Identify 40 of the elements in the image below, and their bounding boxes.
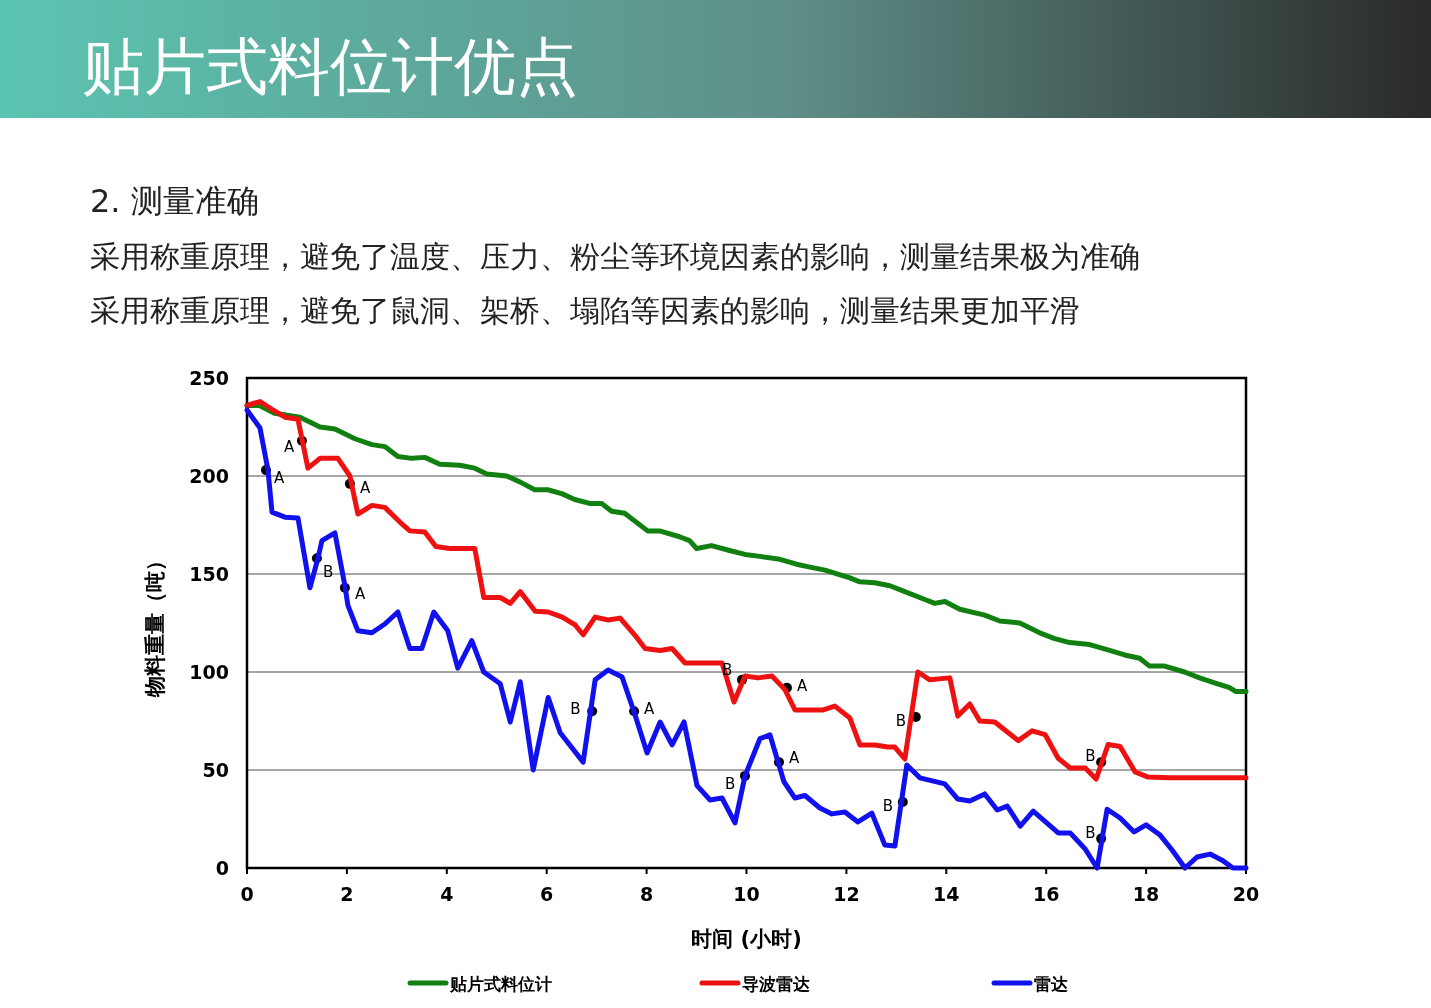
- x-tick-label: 12: [833, 883, 860, 905]
- x-tick-label: 2: [340, 883, 354, 905]
- x-tick-label: 14: [933, 883, 960, 905]
- x-tick-label: 18: [1132, 883, 1160, 905]
- x-tick-label: 6: [540, 883, 554, 905]
- annotation: A: [354, 584, 366, 603]
- annotation: B: [322, 563, 334, 582]
- x-tick-label: 16: [1032, 883, 1060, 905]
- legend-label: 导波雷达: [742, 974, 811, 994]
- x-tick-label: 0: [240, 883, 254, 905]
- annotation: A: [273, 469, 285, 488]
- legend-label: 雷达: [1034, 974, 1069, 994]
- annotation: B: [570, 700, 581, 719]
- text: 采用称重原理，避免了温度、压力、粉尘等环境因素的影响，测量结果极为准确: [90, 239, 1140, 274]
- annotation: A: [359, 478, 371, 497]
- annotation: B: [725, 774, 736, 793]
- x-tick-label: 10: [733, 883, 760, 905]
- text: 采用称重原理，避免了鼠洞、架桥、塌陷等因素的影响，测量结果更加平滑: [90, 293, 1080, 328]
- annotation: B: [895, 712, 907, 731]
- y-tick-label: 50: [202, 759, 229, 781]
- y-tick-label: 200: [189, 465, 229, 487]
- chart-subtitle: 2. 测量准确: [90, 182, 259, 220]
- x-tick-label: 8: [639, 883, 654, 905]
- annotation: B: [882, 796, 894, 815]
- annotation: A: [796, 676, 808, 695]
- annotation: B: [1085, 747, 1096, 766]
- y-tick-label: 150: [189, 563, 229, 585]
- y-axis-title: 物料重量（吨）: [143, 549, 167, 698]
- annotation: B: [1085, 823, 1096, 842]
- x-tick-label: 20: [1232, 883, 1260, 905]
- annotation: A: [788, 749, 800, 768]
- x-tick-label: 4: [440, 883, 454, 905]
- legend-label: 贴片式料位计: [449, 974, 552, 994]
- y-tick-label: 0: [215, 857, 229, 879]
- chart-title: 贴片式料位计优点: [82, 30, 578, 103]
- y-tick-label: 250: [189, 367, 229, 389]
- annotation: A: [644, 700, 656, 719]
- y-tick-label: 100: [189, 661, 229, 683]
- x-axis-title: 时间 (小时): [691, 927, 802, 951]
- annotation: A: [283, 437, 295, 456]
